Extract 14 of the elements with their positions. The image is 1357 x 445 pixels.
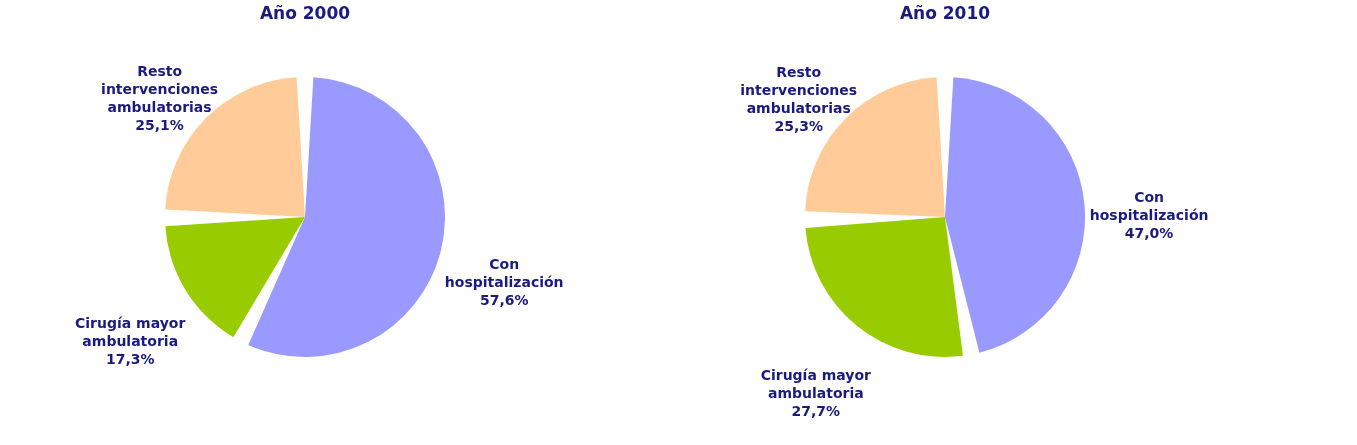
data-label: 27,7% [791,403,841,420]
slice-label: Cirugía mayor ambulatoria [760,367,872,402]
data-label: 57,6% [479,292,529,309]
slice-label: Con hospitalización [1089,188,1209,223]
data-label: 17,3% [105,351,155,368]
chart-title: Año 2010 [899,3,991,23]
slice-label: Resto intervenciones ambulatorias [740,64,858,117]
data-label: 47,0% [1124,224,1174,241]
slice-label: Resto intervenciones ambulatorias [101,63,219,116]
slice-label: Con hospitalización [444,256,564,291]
data-label: 25,1% [135,117,184,134]
slice-label: Cirugía mayor ambulatoria [75,315,186,350]
chart-title: Año 2000 [259,3,351,23]
data-label: 25,3% [774,118,823,135]
